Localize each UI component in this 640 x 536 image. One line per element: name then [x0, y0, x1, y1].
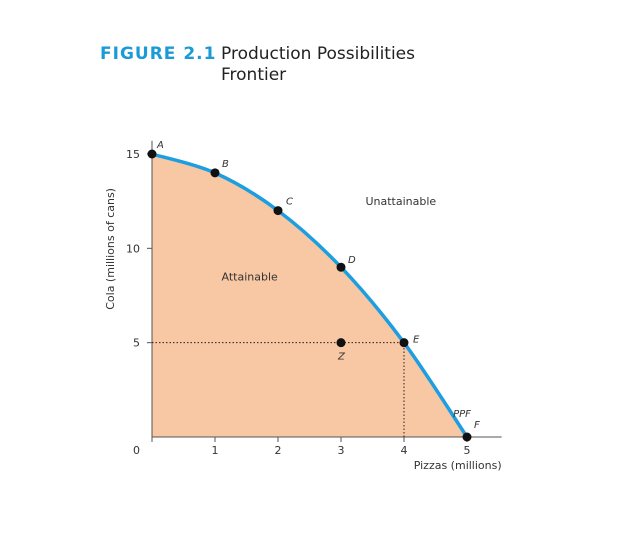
y-tick-label: 15: [126, 148, 140, 161]
x-tick-label: 3: [338, 444, 345, 457]
point-label-e: E: [413, 335, 420, 346]
annotation-unattainable: Unattainable: [365, 195, 436, 208]
figure-title-line1: Production Possibilities: [221, 44, 415, 64]
ppf-point-e: [399, 338, 409, 348]
x-tick-label: 4: [401, 444, 408, 457]
point-label-d: D: [348, 255, 356, 266]
ppf-point-a: [147, 149, 157, 159]
ppf-point-d: [336, 262, 346, 272]
y-tick-label: 5: [133, 337, 140, 350]
y-axis-label: Cola (millions of cans): [104, 188, 117, 310]
point-label-z: Z: [337, 352, 346, 363]
figure-title-line2: Frontier: [221, 65, 287, 85]
x-tick-label: 2: [275, 444, 282, 457]
point-z: [336, 338, 346, 348]
point-label-b: B: [222, 159, 229, 170]
figure-title: Production Possibilities Frontier: [221, 44, 481, 86]
x-tick-label: 1: [212, 444, 219, 457]
ppf-point-f: [462, 432, 472, 442]
annotation-attainable: Attainable: [222, 270, 279, 283]
ppf-point-b: [210, 168, 220, 178]
x-axis-label: Pizzas (millions): [414, 459, 502, 472]
point-label-c: C: [286, 197, 293, 208]
point-label-a: A: [156, 140, 164, 151]
figure-label: FIGURE 2.1: [100, 44, 217, 64]
y-tick-label: 0: [133, 444, 140, 457]
x-tick-label: 5: [464, 444, 471, 457]
ppf-point-c: [273, 206, 283, 216]
point-label-f: F: [474, 420, 480, 431]
attainable-region: [152, 154, 467, 437]
ppf-series-label: PPF: [453, 409, 471, 420]
y-tick-label: 10: [126, 242, 140, 255]
